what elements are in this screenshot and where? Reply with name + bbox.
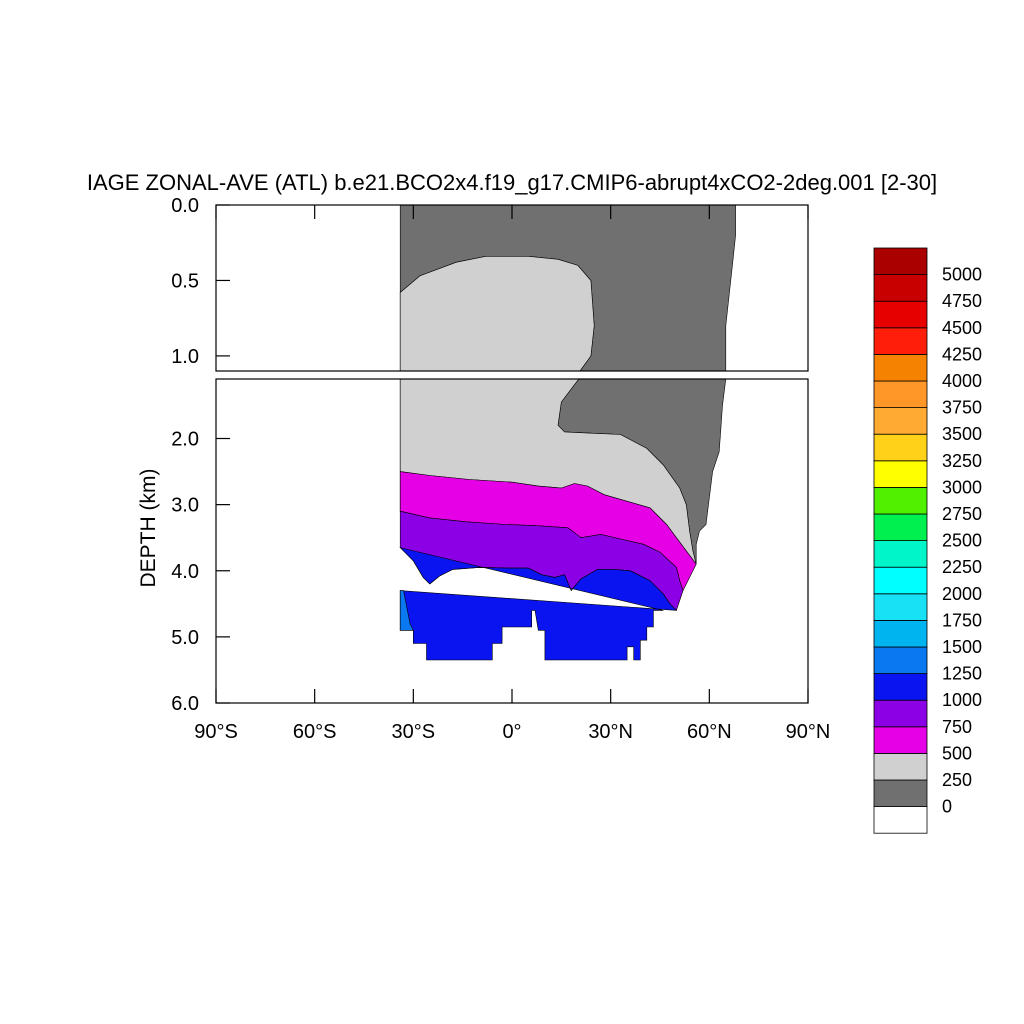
colorbar-label: 1500 [942,637,982,657]
band-1000-1250 [400,756,676,1013]
colorbar-box [873,646,928,675]
colorbar-box [873,380,928,409]
colorbar-box [873,513,928,542]
colorbar-label: 3250 [942,451,982,471]
chart-title: IAGE ZONAL-AVE (ATL) b.e21.BCO2x4.f19_g1… [87,170,937,195]
colorbar-label: 3000 [942,477,982,497]
colorbar-label: 3750 [942,398,982,418]
x-tick-label: 30°N [588,721,633,743]
colorbar-label: 1750 [942,610,982,630]
colorbar-box [873,300,928,329]
colorbar-label: 0 [942,797,952,817]
y-tick-label: 0.0 [171,195,199,217]
colorbar-label: 4500 [942,318,982,338]
colorbar-label: 4000 [942,371,982,391]
colorbar-label: 2250 [942,557,982,577]
colorbar-label: 4750 [942,291,982,311]
colorbar-box [873,353,928,382]
y-tick-label: 6.0 [171,693,199,715]
y-tick-label: 1.0 [171,346,199,368]
colorbar-box [873,779,928,808]
colorbar-box [873,327,928,355]
colorbar-box [873,753,928,781]
colorbar-box [873,620,928,648]
colorbar-box [873,274,928,302]
x-tick-label: 30°S [392,721,436,743]
colorbar-label: 500 [942,743,972,763]
colorbar-label: 1000 [942,690,982,710]
y-tick-label: 2.0 [171,429,199,451]
colorbar-label: 2000 [942,584,982,604]
colorbar-box [873,540,928,568]
colorbar-label: 2750 [942,504,982,524]
colorbar-box [873,247,928,276]
colorbar-box [873,566,928,595]
y-tick-label: 4.0 [171,561,199,583]
colorbar-label: 3500 [942,424,982,444]
colorbar-box [873,407,928,435]
colorbar-label: 1250 [942,664,982,684]
colorbar-box [873,726,928,754]
colorbar-label: 750 [942,717,972,737]
colorbar-box [873,673,928,701]
colorbar-box [873,433,928,462]
band-1000-1250 [399,547,678,661]
upper-panel [215,204,809,1013]
colorbar-box [873,486,928,515]
y-tick-label: 5.0 [171,627,199,649]
x-tick-label: 60°N [687,721,732,743]
y-axis-label: DEPTH (km) [137,469,160,588]
x-tick-label: 60°S [293,721,337,743]
colorbar: 0 250 500 750 1000 1250 1500 1750 2000 2250 2500 27… [873,247,982,834]
lower-panel [215,378,809,704]
colorbar-box [873,699,928,728]
colorbar-box [873,460,928,488]
y-axis: 0.0 0.5 1.0 2.0 3.0 4.0 5.0 6.0 [171,195,230,715]
y-tick-label: 3.0 [171,495,199,517]
colorbar-box [873,593,928,621]
band-250-500 [399,255,595,371]
colorbar-label: 2500 [942,531,982,551]
x-tick-label: 90°N [786,721,831,743]
x-axis: 90°S 60°S 30°S 0° 30°N 60°N 90°N [194,205,830,743]
colorbar-label: 4250 [942,344,982,364]
colorbar-label: 5000 [942,265,982,285]
x-tick-label: 0° [502,721,521,743]
band-1250-1500 [399,590,414,631]
colorbar-label: 250 [942,770,972,790]
x-tick-label: 90°S [194,721,238,743]
y-tick-label: 0.5 [171,270,199,292]
band-1250-1500 [400,854,413,945]
colorbar-box [873,806,928,834]
